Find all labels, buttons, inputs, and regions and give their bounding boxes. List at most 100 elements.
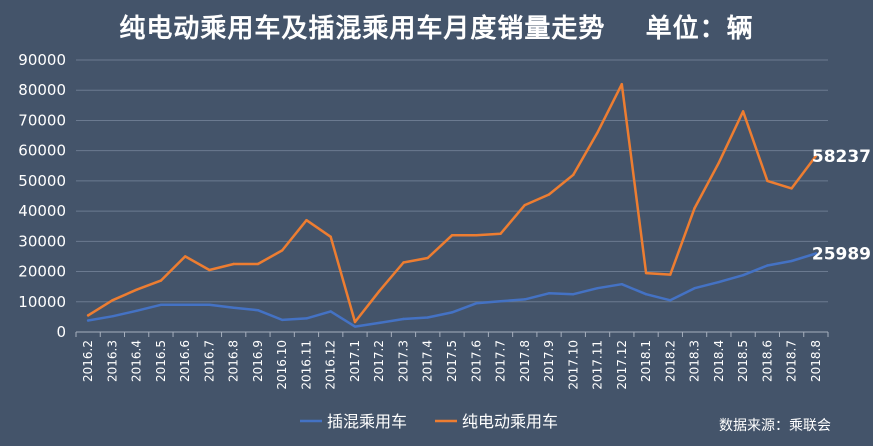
data-point xyxy=(183,303,187,306)
data-point xyxy=(353,325,357,328)
data-point xyxy=(669,299,672,302)
x-tick-label: 2018.6 xyxy=(760,340,774,382)
data-point xyxy=(523,298,526,301)
x-tick-label: 2018.1 xyxy=(639,340,653,382)
y-tick-label: 60000 xyxy=(18,142,66,160)
x-tick-label: 2017.3 xyxy=(396,340,410,382)
data-point xyxy=(232,306,235,310)
data-point xyxy=(305,218,308,222)
x-tick-label: 2017.10 xyxy=(566,340,580,390)
data-point xyxy=(523,203,526,207)
chart-title: 纯电动乘用车及插混乘用车月度销量走势 单位：辆 xyxy=(119,14,754,44)
data-point xyxy=(378,321,381,325)
data-point xyxy=(183,255,187,258)
data-point xyxy=(596,131,599,134)
data-point xyxy=(644,293,648,296)
data-point xyxy=(329,310,332,313)
end-value-label: 25989 xyxy=(812,244,871,264)
data-point xyxy=(790,187,793,190)
data-point xyxy=(766,264,769,267)
x-tick-label: 2016.3 xyxy=(105,340,119,382)
data-point xyxy=(111,299,114,302)
x-tick-label: 2018.5 xyxy=(736,340,750,382)
x-tick-label: 2018.4 xyxy=(712,340,726,382)
x-tick-label: 2016.10 xyxy=(275,340,289,390)
x-tick-label: 2016.6 xyxy=(178,340,192,382)
legend-label: 插混乘用车 xyxy=(327,412,407,431)
data-point xyxy=(402,261,405,264)
data-point xyxy=(208,268,211,272)
data-point xyxy=(572,173,575,177)
data-point xyxy=(450,311,454,314)
data-point xyxy=(450,234,454,237)
data-point xyxy=(669,273,672,276)
data-point xyxy=(329,235,332,238)
x-tick-label: 2017.9 xyxy=(542,340,556,382)
data-point xyxy=(644,271,648,275)
x-tick-label: 2016.7 xyxy=(202,340,216,382)
data-point xyxy=(620,283,624,286)
data-point xyxy=(208,303,211,306)
data-point xyxy=(572,293,575,296)
x-tick-label: 2017.8 xyxy=(518,340,532,382)
data-point xyxy=(86,314,90,317)
x-tick-label: 2017.2 xyxy=(372,340,386,382)
data-point xyxy=(135,309,138,313)
data-point xyxy=(135,288,138,291)
data-point xyxy=(547,193,551,196)
data-point xyxy=(475,234,478,237)
data-point xyxy=(378,290,381,293)
data-point xyxy=(256,309,260,312)
data-point xyxy=(814,154,818,158)
x-tick-label: 2017.5 xyxy=(445,340,459,382)
y-tick-label: 50000 xyxy=(18,172,66,190)
data-point xyxy=(426,316,429,319)
y-tick-label: 30000 xyxy=(18,232,66,250)
data-point xyxy=(402,317,405,321)
data-point xyxy=(86,319,90,322)
data-point xyxy=(499,232,502,235)
x-tick-label: 2016.8 xyxy=(227,340,241,382)
x-tick-label: 2017.12 xyxy=(615,340,629,390)
data-point xyxy=(111,315,114,318)
x-tick-label: 2017.7 xyxy=(494,340,508,382)
legend-label: 纯电动乘用车 xyxy=(462,412,558,431)
y-tick-label: 70000 xyxy=(18,111,66,129)
x-tick-label: 2017.11 xyxy=(591,340,605,390)
end-value-label: 58237 xyxy=(812,147,871,167)
data-point xyxy=(547,292,551,295)
data-point xyxy=(741,110,745,113)
data-point xyxy=(620,82,624,86)
data-point xyxy=(232,262,235,266)
y-tick-label: 20000 xyxy=(18,263,66,281)
data-point xyxy=(596,286,599,290)
x-tick-label: 2016.2 xyxy=(81,340,95,382)
data-point xyxy=(693,286,696,290)
data-point xyxy=(159,279,163,282)
x-tick-label: 2017.6 xyxy=(469,340,483,382)
data-point xyxy=(790,259,793,263)
y-tick-label: 80000 xyxy=(18,81,66,99)
data-point xyxy=(426,256,429,260)
x-tick-label: 2018.3 xyxy=(688,340,702,382)
data-point xyxy=(693,206,696,210)
data-point xyxy=(814,252,818,255)
data-point xyxy=(256,262,260,266)
data-source-note: 数据来源：乘联会 xyxy=(719,418,831,434)
data-point xyxy=(475,302,478,305)
data-point xyxy=(717,280,721,284)
data-point xyxy=(305,317,308,320)
data-point xyxy=(280,318,284,322)
data-point xyxy=(353,320,357,324)
x-tick-label: 2017.1 xyxy=(348,340,362,382)
x-tick-label: 2017.4 xyxy=(421,340,435,382)
data-point xyxy=(766,179,769,183)
x-tick-label: 2016.9 xyxy=(251,340,265,382)
y-tick-label: 90000 xyxy=(18,51,66,69)
data-point xyxy=(717,161,721,164)
x-tick-label: 2018.8 xyxy=(809,340,823,382)
x-tick-label: 2018.2 xyxy=(663,340,677,382)
x-tick-label: 2016.4 xyxy=(130,340,144,382)
